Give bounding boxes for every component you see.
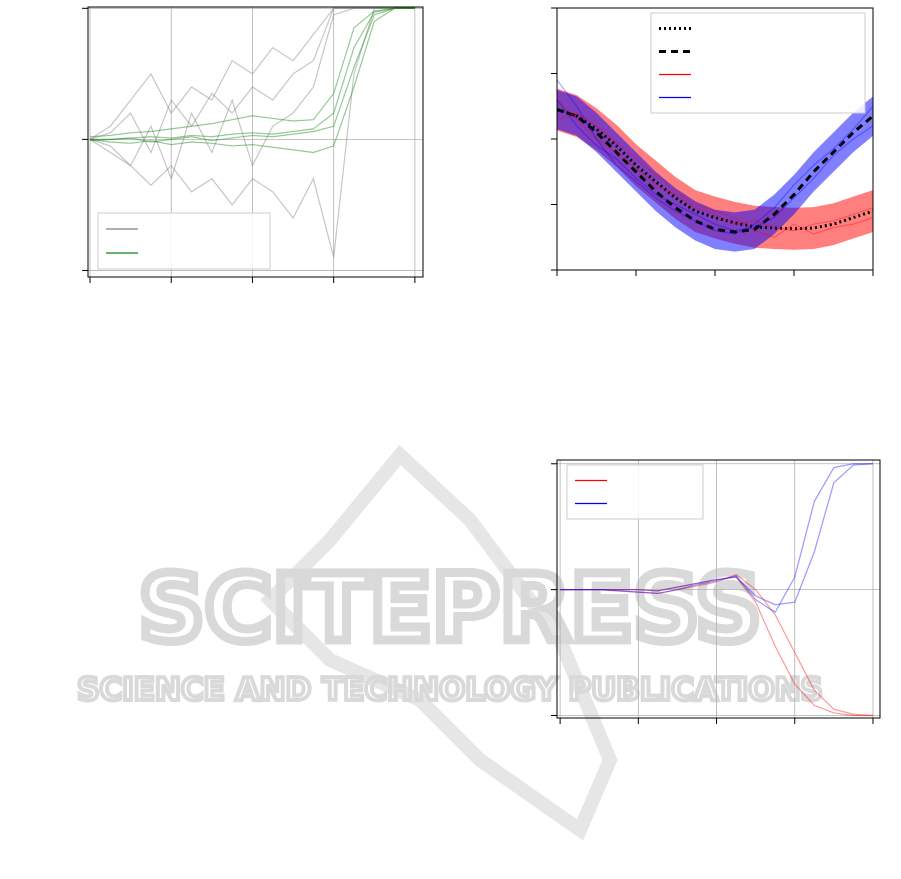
plot-area	[560, 463, 873, 717]
series-line	[557, 99, 873, 232]
plot-frame	[556, 7, 874, 271]
chart	[82, 6, 424, 283]
legend	[566, 464, 704, 520]
series-line	[557, 79, 873, 235]
band	[557, 89, 873, 252]
plot-area	[89, 7, 415, 258]
series-line	[89, 7, 415, 140]
series-line	[89, 7, 415, 138]
series-line	[89, 7, 415, 143]
watermark-title: SCITEPRESS	[138, 555, 761, 662]
series-line	[560, 573, 873, 717]
chart	[551, 7, 874, 276]
plot-frame	[556, 459, 881, 719]
watermark-subtitle: SCIENCE AND TECHNOLOGY PUBLICATIONS	[77, 672, 823, 708]
series-line	[560, 463, 873, 614]
legend	[650, 12, 866, 114]
legend-box	[97, 212, 271, 270]
legend-box	[566, 464, 704, 520]
series-line	[557, 99, 873, 232]
series-line	[89, 7, 415, 154]
mean-line	[557, 108, 873, 231]
series-line	[89, 7, 415, 258]
series-line	[560, 576, 873, 717]
watermark-logo	[260, 444, 618, 841]
chart	[551, 459, 881, 724]
series-line	[557, 112, 873, 238]
plot-frame	[87, 6, 424, 278]
mean-line	[557, 108, 873, 234]
plot-area	[557, 79, 873, 252]
watermark: SCITEPRESS SCIENCE AND TECHNOLOGY PUBLIC…	[75, 444, 825, 841]
series-line	[89, 7, 415, 181]
series-line	[560, 463, 873, 606]
legend	[97, 212, 271, 270]
legend-box	[650, 12, 866, 114]
series-line	[90, 7, 415, 140]
series-line	[89, 7, 415, 154]
